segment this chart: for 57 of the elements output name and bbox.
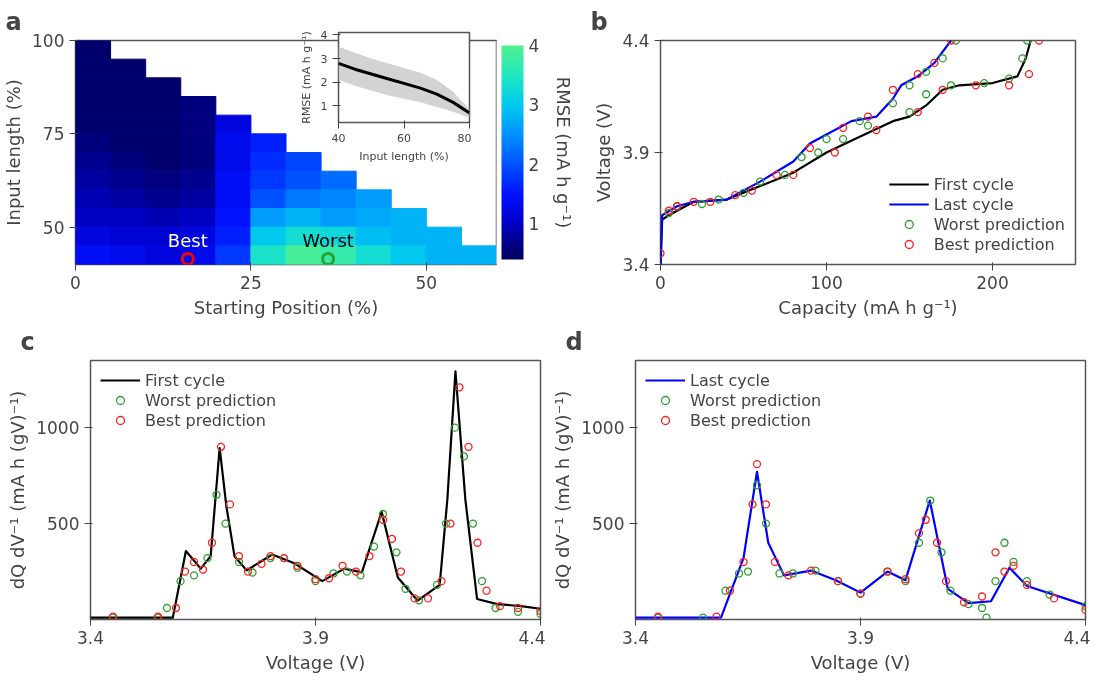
chart-title: c: [20, 327, 35, 356]
y-tick-label: 1: [320, 99, 328, 113]
chart-title: d: [565, 327, 583, 356]
color-bar-label: 4: [528, 36, 540, 56]
x-tick-label: 3.4: [76, 627, 105, 648]
x-tick-label: 100: [810, 272, 843, 293]
y-tick-label: 4: [320, 28, 328, 42]
x-axis-title: Input length (%): [359, 149, 449, 163]
x-tick-label: 80: [457, 131, 472, 145]
y-tick-label: 100: [32, 31, 65, 51]
legend-label: Worst prediction: [145, 390, 277, 410]
legend-label: Best prediction: [690, 410, 811, 430]
y-tick-label: 2: [320, 76, 328, 90]
legend-label: Last cycle: [933, 194, 1014, 214]
color-bar-title: RMSE (mA h g⁻¹): [552, 76, 574, 229]
x-axis-title: Voltage (V): [265, 651, 366, 673]
x-tick-label: 40: [331, 131, 346, 145]
y-tick-label: 1000: [581, 418, 625, 439]
x-tick-label: 4.4: [518, 627, 546, 648]
y-tick-label: 50: [42, 217, 65, 238]
x-tick-label: 0: [70, 272, 81, 293]
y-tick-label: 3.4: [622, 255, 650, 275]
legend-label: Best prediction: [933, 234, 1055, 254]
legend-label: Worst prediction: [690, 390, 822, 410]
legend-label: Best prediction: [145, 410, 266, 430]
y-axis-title: Voltage (V): [593, 102, 615, 203]
chart-title: a: [5, 7, 22, 36]
color-bar-label: 2: [528, 154, 540, 175]
y-tick-label: 4.4: [622, 31, 650, 51]
annotation: Worst: [302, 229, 354, 251]
y-tick-label: 75: [42, 124, 65, 145]
x-tick-label: 200: [976, 272, 1009, 293]
annotation: Best: [167, 229, 208, 251]
x-axis-title: Starting Position (%): [193, 296, 379, 318]
y-tick-label: 500: [592, 514, 625, 535]
y-axis-title: dQ dV⁻¹ (mA h (gV)⁻¹): [7, 390, 29, 590]
legend-label: First cycle: [145, 370, 226, 390]
y-tick-label: 500: [47, 514, 80, 535]
x-tick-label: 50: [415, 272, 438, 293]
x-tick-label: 3.9: [846, 627, 875, 648]
legend-label: Worst prediction: [933, 214, 1065, 234]
chart-title: b: [590, 7, 608, 36]
legend-label: First cycle: [933, 174, 1014, 194]
x-axis-title: Voltage (V): [810, 651, 911, 673]
y-tick-label: 3: [320, 52, 328, 66]
x-axis-title: Capacity (mA h g⁻¹): [778, 296, 958, 318]
color-bar-label: 3: [528, 95, 540, 116]
x-tick-label: 4.4: [1063, 627, 1091, 648]
y-axis-title: dQ dV⁻¹ (mA h (gV)⁻¹): [552, 390, 574, 590]
x-tick-label: 25: [240, 272, 262, 293]
x-tick-label: 60: [397, 131, 411, 145]
x-tick-label: 0: [655, 272, 666, 293]
color-bar-label: 1: [528, 214, 540, 235]
y-axis-title: RMSE (mA h g⁻¹): [299, 31, 313, 124]
legend-label: Last cycle: [690, 370, 770, 390]
y-axis-title: Input length (%): [3, 79, 25, 226]
y-tick-label: 1000: [36, 418, 80, 439]
